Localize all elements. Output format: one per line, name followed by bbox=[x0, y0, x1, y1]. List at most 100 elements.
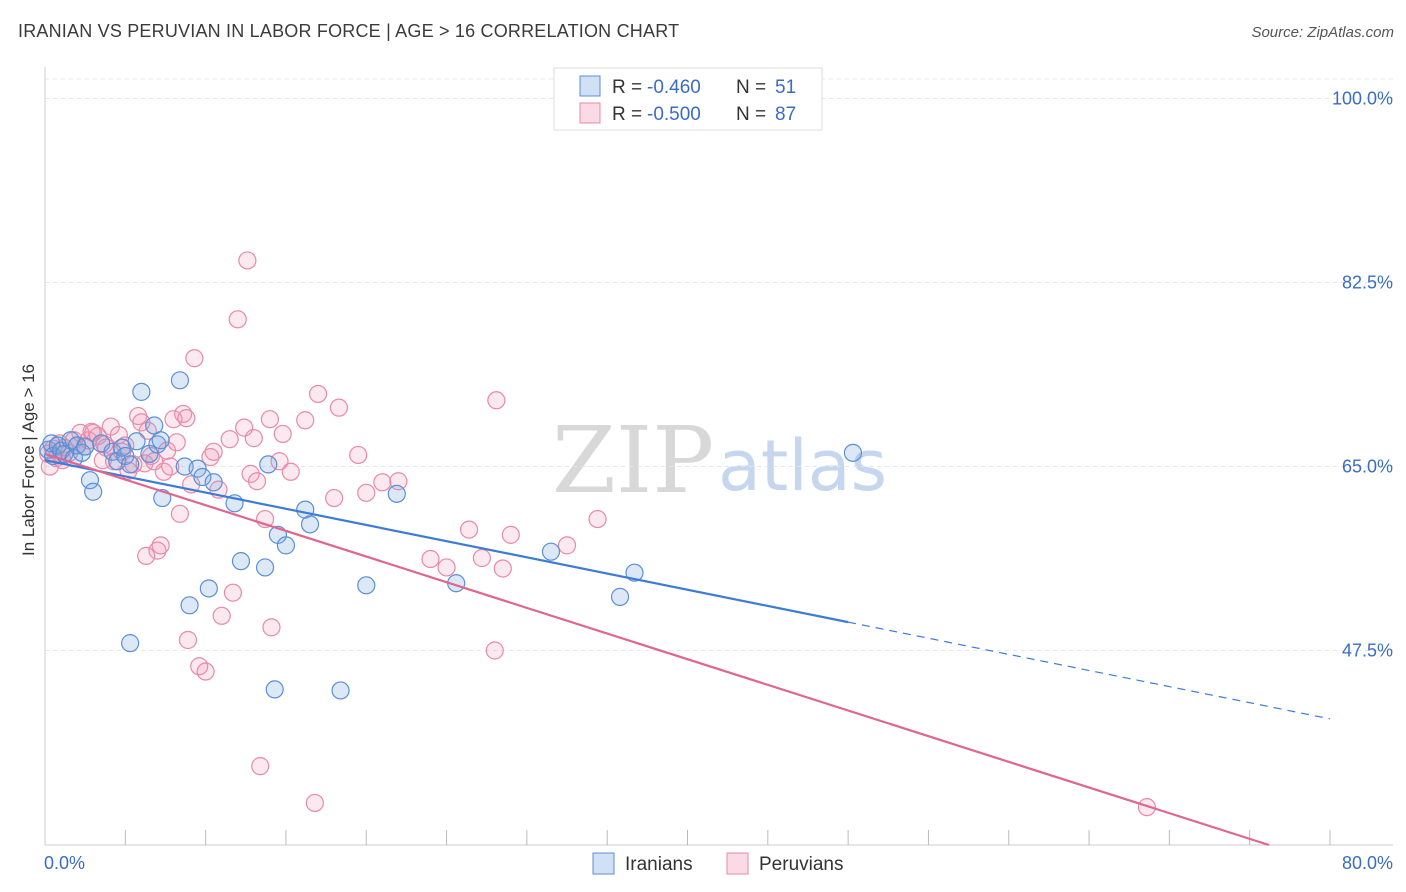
iranians-point bbox=[199, 579, 218, 598]
peruvians-point bbox=[281, 462, 300, 481]
stats-legend-box bbox=[553, 67, 823, 131]
peruvians-point bbox=[305, 793, 324, 813]
y-tick-label: 100.0% bbox=[1332, 89, 1393, 109]
peruvians-point bbox=[228, 310, 247, 329]
peruvians-point bbox=[167, 433, 186, 452]
peruvians-point bbox=[185, 349, 204, 368]
peruvians-point bbox=[487, 391, 506, 410]
peruvians-point bbox=[241, 464, 260, 483]
iranians-point bbox=[170, 371, 190, 390]
source-label: Source: ZipAtlas.com bbox=[1251, 24, 1394, 41]
peruvians-point bbox=[260, 410, 279, 429]
y-tick-label: 65.0% bbox=[1342, 457, 1393, 477]
x-tick-label-min: 0.0% bbox=[44, 853, 85, 873]
peruvians-point bbox=[212, 606, 231, 625]
y-tick-label: 82.5% bbox=[1342, 273, 1393, 293]
iranians-point bbox=[132, 382, 151, 401]
legend-n-label-iranians: N = bbox=[736, 77, 766, 98]
peruvians-point bbox=[273, 424, 292, 444]
legend-r-label-iranians: R = bbox=[612, 77, 642, 98]
peruvians-point bbox=[244, 429, 263, 448]
iranians-point bbox=[331, 681, 350, 700]
peruvians-point bbox=[485, 641, 504, 660]
peruvians-point bbox=[296, 411, 315, 430]
iranians-point bbox=[127, 432, 146, 451]
peruvians-point bbox=[421, 549, 440, 569]
iranians-point bbox=[843, 443, 863, 462]
iranians-point bbox=[276, 536, 296, 555]
peruvians-point bbox=[220, 430, 239, 449]
iranians-point bbox=[610, 587, 630, 606]
iranians-point bbox=[625, 563, 644, 582]
peruvians-point bbox=[161, 457, 180, 476]
iranians-point bbox=[231, 552, 251, 571]
iranians-point bbox=[76, 437, 95, 456]
peruvians-point bbox=[588, 509, 607, 529]
y-axis-title: In Labor Force | Age > 16 bbox=[19, 364, 38, 556]
peruvians-point bbox=[1137, 798, 1156, 817]
bottom-legend-label-iranians: Iranians bbox=[625, 854, 693, 875]
iranians-point bbox=[265, 680, 284, 699]
peruvians-point bbox=[137, 546, 156, 565]
bottom-legend-swatch-iranians bbox=[592, 852, 615, 875]
iranians-point bbox=[121, 634, 140, 653]
legend-swatch-iranians bbox=[579, 75, 601, 97]
iranians-point bbox=[84, 482, 103, 501]
iranians-point bbox=[255, 558, 275, 577]
iranians-point bbox=[193, 467, 212, 487]
peruvians-point bbox=[437, 558, 456, 577]
iranians-point bbox=[259, 455, 278, 474]
peruvians-point bbox=[349, 445, 368, 465]
peruvians-point bbox=[493, 559, 512, 578]
iranians-point bbox=[204, 473, 223, 492]
peruvians-point bbox=[204, 442, 223, 461]
peruvians-point bbox=[325, 488, 344, 508]
iranians-points bbox=[39, 371, 863, 700]
legend-n-label-peruvians: N = bbox=[736, 104, 766, 125]
peruvians-point bbox=[177, 409, 196, 428]
watermark-atlas: atlas bbox=[718, 425, 887, 507]
iranians-point bbox=[188, 459, 207, 478]
iranians-trend-extension bbox=[848, 621, 1331, 720]
peruvians-point bbox=[201, 447, 220, 467]
stats-legend: R = -0.460 N = 51 R = -0.500 N = 87 bbox=[553, 67, 823, 131]
iranians-point bbox=[180, 596, 199, 615]
iranians-point bbox=[80, 471, 100, 490]
x-tick-label-max: 80.0% bbox=[1342, 853, 1393, 873]
peruvians-point bbox=[251, 757, 270, 776]
y-tick-labels: 100.0% 82.5% 65.0% 47.5% bbox=[1332, 89, 1393, 661]
legend-r-label-peruvians: R = bbox=[612, 104, 642, 125]
peruvians-point bbox=[196, 662, 215, 681]
peruvians-points bbox=[39, 251, 1156, 817]
legend-r-value-iranians: -0.460 bbox=[647, 77, 701, 98]
chart-title: IRANIAN VS PERUVIAN IN LABOR FORCE | AGE… bbox=[18, 21, 680, 41]
peruvians-trend-line bbox=[44, 452, 1270, 847]
peruvians-point bbox=[501, 525, 520, 544]
peruvians-point bbox=[148, 541, 167, 560]
peruvians-point bbox=[262, 618, 281, 637]
iranians-point bbox=[116, 446, 135, 466]
peruvians-point bbox=[459, 520, 479, 539]
peruvians-point bbox=[557, 536, 577, 555]
peruvians-point bbox=[164, 410, 183, 429]
x-ticks bbox=[124, 830, 1331, 845]
peruvians-point bbox=[357, 483, 376, 502]
legend-n-value-peruvians: 87 bbox=[775, 104, 796, 125]
iranians-point bbox=[541, 542, 561, 561]
peruvians-point bbox=[223, 583, 243, 602]
legend-swatch-peruvians bbox=[579, 102, 601, 124]
legend-n-value-iranians: 51 bbox=[775, 77, 796, 98]
peruvians-point bbox=[308, 384, 328, 404]
peruvians-point bbox=[270, 452, 289, 471]
peruvians-point bbox=[247, 472, 267, 491]
bottom-legend-label-peruvians: Peruvians bbox=[759, 854, 844, 875]
peruvians-point bbox=[329, 398, 349, 417]
series-legend: Iranians Peruvians bbox=[592, 852, 844, 875]
peruvians-point bbox=[151, 536, 170, 555]
iranians-trend-line bbox=[44, 459, 849, 624]
peruvians-point bbox=[170, 504, 190, 523]
peruvians-point bbox=[238, 251, 257, 270]
trend-lines bbox=[44, 452, 1331, 847]
watermark-zip: ZIP bbox=[552, 407, 714, 514]
